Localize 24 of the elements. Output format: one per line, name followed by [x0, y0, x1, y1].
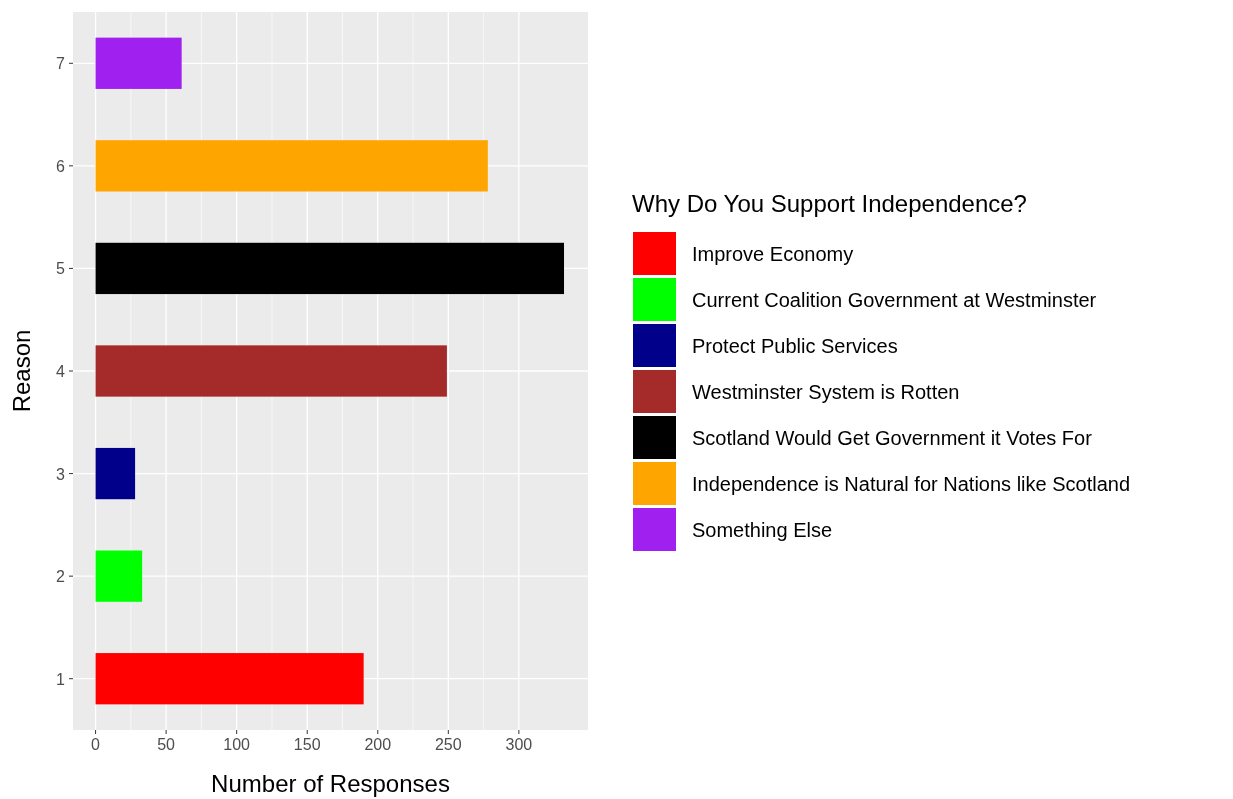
x-tick-label: 0 — [91, 736, 101, 753]
y-tick-label: 5 — [56, 260, 66, 278]
legend-label: Independence is Natural for Nations like Scotland — [692, 473, 1131, 495]
legend-label: Something Else — [692, 519, 833, 541]
y-axis-title: Reason — [8, 329, 35, 413]
y-tick-label: 1 — [56, 670, 66, 688]
y-tick-label: 6 — [56, 157, 66, 175]
y-tick-label: 4 — [56, 363, 66, 380]
y-tick-label: 3 — [56, 465, 66, 483]
x-tick-label: 100 — [223, 736, 251, 753]
legend-label: Scotland Would Get Government it Votes For — [692, 427, 1093, 449]
legend-label: Improve Economy — [692, 243, 854, 265]
x-tick-label: 300 — [505, 736, 533, 753]
legend-label: Westminster System is Rotten — [692, 381, 960, 403]
y-tick-label: 7 — [56, 55, 66, 73]
x-tick-label: 200 — [364, 736, 392, 753]
x-tick-label: 250 — [434, 736, 462, 753]
x-tick-label: 150 — [293, 736, 321, 753]
y-tick-label: 2 — [56, 568, 66, 586]
legend-title: Why Do You Support Independence? — [632, 190, 1027, 217]
legend-label: Current Coalition Government at Westminster — [692, 289, 1097, 311]
x-axis-title: Number of Responses — [211, 770, 450, 797]
x-tick-label: 50 — [157, 736, 176, 753]
legend-label: Protect Public Services — [692, 335, 898, 357]
